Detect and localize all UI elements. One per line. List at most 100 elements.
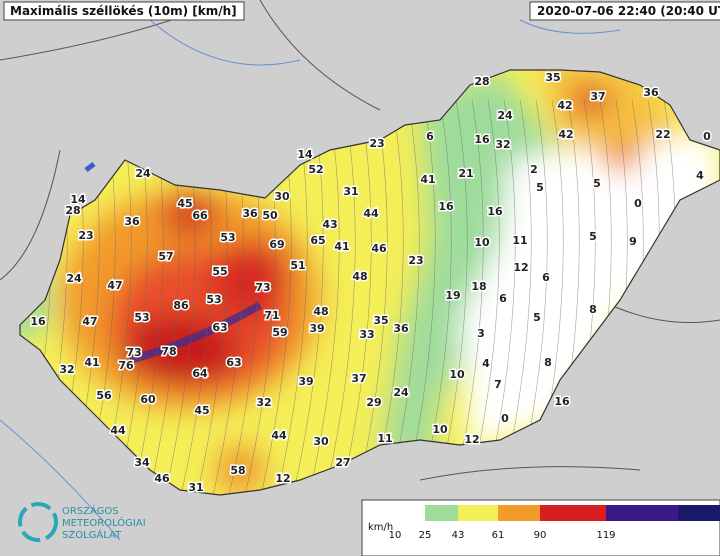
- station-value: 12: [464, 433, 479, 446]
- station-value: 6: [542, 271, 550, 284]
- station-value: 30: [313, 435, 329, 448]
- station-value: 10: [449, 368, 465, 381]
- station-value: 2: [530, 163, 538, 176]
- station-value: 24: [393, 386, 409, 399]
- legend-label: 25: [419, 530, 432, 541]
- station-value: 41: [420, 173, 435, 186]
- station-value: 0: [703, 130, 711, 143]
- station-value: 41: [334, 240, 349, 253]
- station-value: 42: [557, 99, 572, 112]
- station-value: 53: [134, 311, 149, 324]
- station-value: 37: [351, 372, 366, 385]
- station-value: 42: [558, 128, 573, 141]
- station-value: 48: [313, 305, 328, 318]
- station-value: 51: [290, 259, 305, 272]
- station-value: 14: [297, 148, 313, 161]
- station-value: 47: [107, 279, 122, 292]
- station-value: 22: [655, 128, 670, 141]
- station-value: 16: [438, 200, 454, 213]
- logo-text: SZOLGÁLAT: [62, 528, 122, 541]
- station-value: 5: [533, 311, 541, 324]
- station-value: 45: [194, 404, 209, 417]
- colorbar: [395, 505, 720, 521]
- station-value: 12: [513, 261, 528, 274]
- station-value: 60: [140, 393, 156, 406]
- station-value: 11: [377, 432, 392, 445]
- station-value: 53: [220, 231, 235, 244]
- station-value: 31: [188, 481, 203, 494]
- legend-label: 43: [452, 530, 465, 541]
- station-value: 37: [590, 90, 605, 103]
- station-value: 43: [322, 218, 337, 231]
- station-value: 59: [272, 326, 287, 339]
- station-value: 23: [369, 137, 384, 150]
- logo-text: METEOROLÓGIAI: [62, 516, 146, 529]
- station-value: 48: [352, 270, 367, 283]
- station-value: 32: [59, 363, 74, 376]
- station-value: 44: [110, 424, 126, 437]
- station-value: 27: [335, 456, 350, 469]
- station-value: 4: [482, 357, 490, 370]
- station-value: 7: [494, 378, 502, 391]
- station-value: 53: [206, 293, 221, 306]
- station-value: 19: [445, 289, 460, 302]
- station-value: 8: [544, 356, 552, 369]
- station-value: 32: [256, 396, 271, 409]
- legend-label: 10: [389, 530, 402, 541]
- station-value: 46: [371, 242, 387, 255]
- station-value: 10: [474, 236, 490, 249]
- station-value: 44: [271, 429, 287, 442]
- station-value: 58: [230, 464, 245, 477]
- station-value: 35: [373, 314, 388, 327]
- station-value: 57: [158, 250, 173, 263]
- legend-label: 119: [596, 530, 615, 541]
- station-value: 39: [298, 375, 313, 388]
- time-box: [529, 1, 720, 21]
- station-value: 36: [242, 207, 258, 220]
- station-value: 23: [78, 229, 93, 242]
- station-value: 73: [126, 346, 141, 359]
- station-value: 73: [255, 281, 270, 294]
- borders: [0, 0, 720, 481]
- station-value: 16: [474, 133, 490, 146]
- station-value: 44: [363, 207, 379, 220]
- station-value: 36: [393, 322, 409, 335]
- station-value: 50: [262, 209, 278, 222]
- station-value: 63: [226, 356, 241, 369]
- station-value: 14: [70, 193, 86, 206]
- station-value: 56: [96, 389, 112, 402]
- station-value: 36: [124, 215, 140, 228]
- station-value: 3: [477, 327, 485, 340]
- station-value: 35: [545, 71, 560, 84]
- timestamp: 2020-07-06 22:40 (20:40 UT: [537, 4, 720, 18]
- station-value: 8: [589, 303, 597, 316]
- station-value: 45: [177, 197, 192, 210]
- station-value: 64: [192, 367, 208, 380]
- station-value: 32: [495, 138, 510, 151]
- station-value: 24: [135, 167, 151, 180]
- station-value: 66: [192, 209, 208, 222]
- station-value: 5: [536, 181, 544, 194]
- station-value: 11: [512, 234, 527, 247]
- station-value: 9: [629, 235, 637, 248]
- legend-label: 61: [492, 530, 505, 541]
- title-box: [3, 1, 245, 21]
- station-value: 41: [84, 356, 99, 369]
- station-value: 5: [593, 177, 601, 190]
- station-value: 4: [696, 169, 704, 182]
- station-value: 52: [308, 163, 323, 176]
- station-value: 78: [161, 345, 176, 358]
- station-value: 63: [212, 321, 227, 334]
- station-value: 30: [274, 190, 290, 203]
- station-value: 34: [134, 456, 150, 469]
- station-value: 24: [497, 109, 513, 122]
- station-value: 16: [554, 395, 570, 408]
- station-value: 21: [458, 167, 473, 180]
- station-value: 69: [269, 238, 284, 251]
- station-value: 47: [82, 315, 97, 328]
- station-value: 16: [30, 315, 46, 328]
- station-value: 0: [501, 412, 509, 425]
- station-value: 10: [432, 423, 448, 436]
- title: Maximális széllökés (10m) [km/h]: [10, 4, 237, 18]
